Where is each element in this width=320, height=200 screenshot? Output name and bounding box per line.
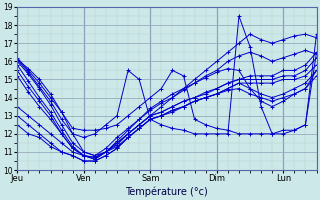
X-axis label: Température (°c): Température (°c)	[125, 186, 208, 197]
